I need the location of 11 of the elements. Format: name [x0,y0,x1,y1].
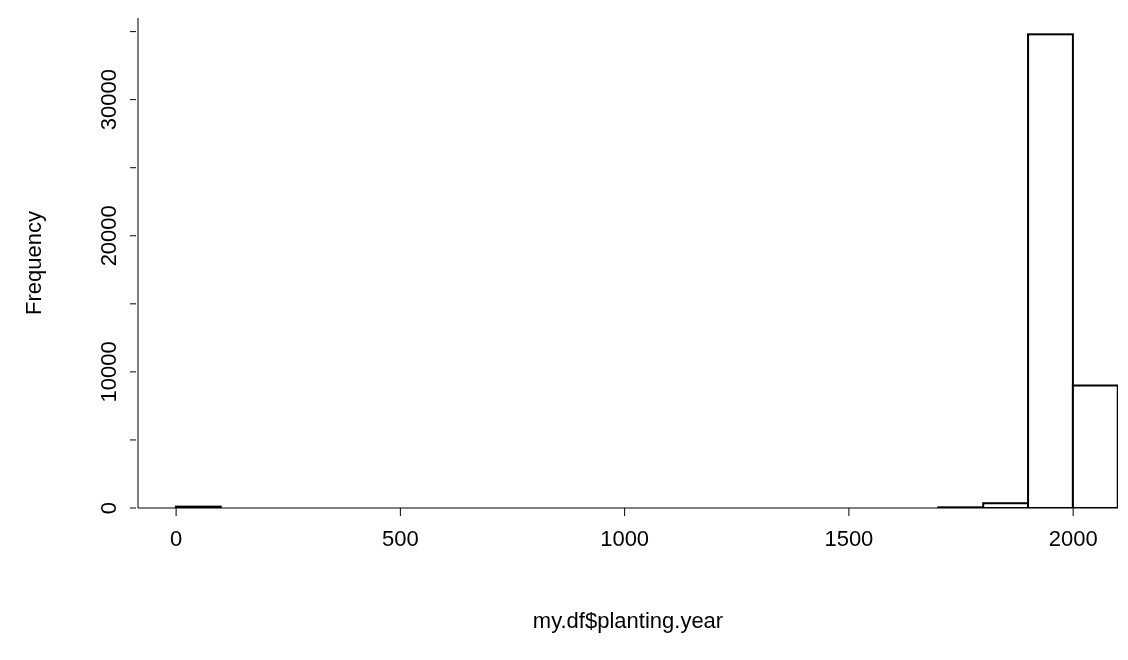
x-axis-title: my.df$planting.year [532,608,724,633]
y-tick-label: 30000 [96,69,121,131]
y-tick-label: 20000 [96,205,121,267]
x-tick-label: 2000 [1048,525,1098,551]
y-axis-title: Frequency [20,211,46,315]
y-tick-label: 0 [96,501,121,515]
x-tick-label: 0 [170,525,183,551]
x-tick-label: 1000 [600,525,650,551]
x-tick-label: 1500 [824,525,874,551]
y-tick-label: 10000 [96,341,121,403]
x-tick-label: 500 [382,525,419,551]
